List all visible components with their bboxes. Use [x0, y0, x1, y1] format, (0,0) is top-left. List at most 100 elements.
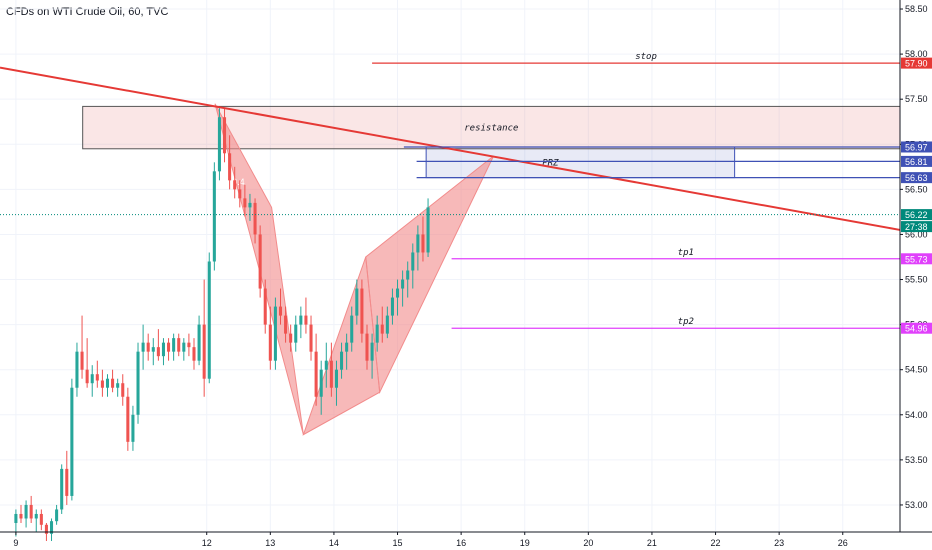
price-tag-stop-bg	[901, 57, 932, 69]
candle-body	[136, 351, 140, 415]
candle-body	[49, 521, 54, 534]
price-tick-label: 54.00	[905, 410, 928, 420]
candle-body	[167, 342, 171, 352]
candle-body	[238, 189, 242, 199]
candle-body	[284, 315, 288, 334]
level-label-tp2: tp2	[678, 317, 694, 327]
candles	[14, 108, 430, 542]
candle-body	[233, 180, 237, 190]
price-tick-label: 53.50	[905, 455, 928, 465]
time-tick-label: 22	[711, 538, 721, 548]
price-tag-prz-bottom-text: 56.63	[905, 173, 928, 183]
price-tick-label: 53.00	[905, 500, 928, 510]
candle-body	[309, 324, 313, 352]
candle-body	[85, 369, 89, 384]
candle-body	[100, 380, 104, 388]
time-tick-label: 26	[838, 538, 848, 548]
price-tag-tp2-text: 54.96	[905, 324, 928, 334]
level-lines: stop tp1 tp2	[0, 52, 901, 329]
candle-body	[319, 369, 323, 397]
candle-body	[253, 202, 257, 235]
time-tick-label: 20	[583, 538, 593, 548]
candle-body	[340, 351, 344, 370]
candle-body	[263, 288, 267, 325]
candle-body	[192, 347, 196, 361]
candle-body	[258, 234, 262, 289]
candle-body	[95, 374, 99, 381]
candle-body	[75, 351, 79, 388]
candle-body	[228, 153, 232, 181]
candle-body	[385, 315, 389, 334]
candle-body	[177, 338, 181, 352]
candle-body	[14, 513, 18, 523]
candle-body	[207, 261, 211, 379]
candle-body	[334, 369, 338, 388]
candle-body	[390, 297, 394, 316]
price-tick-label: 56.50	[905, 184, 928, 194]
candle-body	[365, 333, 369, 361]
zone-label: PRZ	[542, 158, 559, 168]
candle-body	[24, 504, 28, 519]
time-tick-label: 14	[329, 538, 339, 548]
price-tag-last-text: 56.22	[905, 210, 928, 220]
candle-body	[243, 198, 247, 208]
pattern-ratio-label: 0.8	[404, 208, 417, 218]
zone-label: resistance	[464, 124, 518, 134]
candle-body	[278, 306, 283, 316]
price-tags: 57.90 56.97 56.81 56.63 55.73 54.96 56.22 27:38	[901, 57, 932, 334]
trendline[interactable]	[0, 66, 901, 231]
time-tick-label: 9	[13, 538, 18, 548]
candle-body	[105, 378, 110, 388]
candle-body	[212, 171, 216, 262]
candle-body	[156, 347, 160, 357]
price-tag-stop-text: 57.90	[905, 59, 928, 69]
time-tick-label: 15	[393, 538, 403, 548]
price-tick-label: 55.50	[905, 275, 928, 285]
candle-body	[126, 396, 130, 442]
candle-body	[44, 524, 48, 534]
time-tick-label: 21	[647, 538, 657, 548]
candle-body	[416, 234, 420, 253]
candle-body	[34, 513, 38, 519]
candle-body	[411, 252, 415, 271]
candle-body	[121, 383, 125, 397]
price-tag-last-bg	[901, 209, 932, 221]
pattern-ratio-label: 0.4	[232, 177, 245, 187]
candle-body	[187, 342, 191, 348]
countdown-tag-text: 27:38	[905, 222, 928, 232]
price-tag-prz-mid-bg	[901, 155, 932, 167]
candle-body	[197, 324, 201, 361]
candle-body	[182, 342, 186, 352]
level-label-tp1: tp1	[678, 248, 694, 258]
candle-body	[60, 468, 64, 510]
time-tick-label: 13	[265, 538, 275, 548]
candle-body	[70, 387, 74, 496]
candle-body	[380, 324, 384, 334]
candle-body	[29, 504, 33, 519]
candle-body	[375, 324, 379, 343]
candle-body	[294, 324, 298, 343]
candle-body	[161, 342, 165, 357]
countdown-tag-bg	[901, 221, 932, 233]
price-tick-label: 57.50	[905, 94, 928, 104]
candle-body	[396, 288, 400, 298]
price-axis-bg	[900, 0, 932, 550]
time-tick-label: 23	[774, 538, 784, 548]
price-tick-label: 54.50	[905, 365, 928, 375]
time-tick-label: 19	[520, 538, 530, 548]
zones: resistance PRZ	[82, 105, 901, 179]
price-tag-tp1-bg	[901, 253, 932, 265]
candle-body	[151, 347, 155, 352]
candle-body	[131, 414, 135, 442]
candle-body	[304, 315, 308, 325]
grid	[0, 0, 900, 532]
candle-body	[329, 360, 333, 388]
price-tag-prz-top-text: 56.97	[905, 142, 928, 152]
candle-body	[80, 351, 84, 370]
candle-body	[355, 288, 359, 316]
candle-body	[90, 374, 94, 384]
candle-body	[421, 234, 425, 253]
candle-body	[146, 342, 150, 352]
